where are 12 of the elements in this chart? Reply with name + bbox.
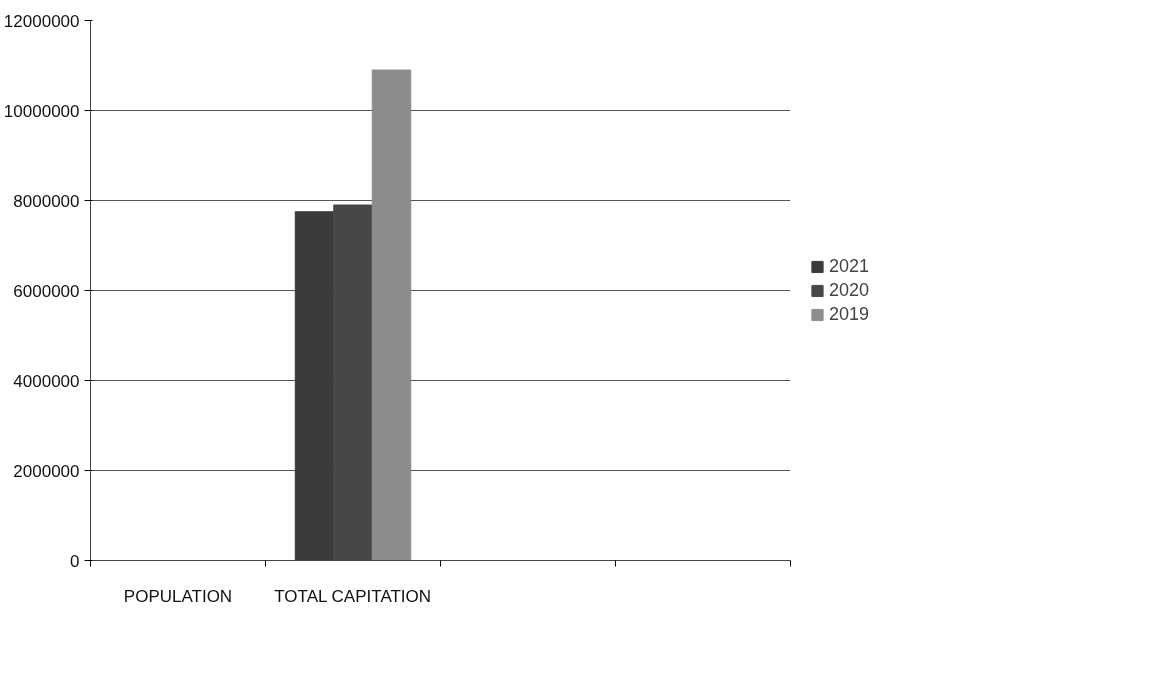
legend-label: 2020 — [829, 279, 870, 301]
y-tick-label: 10000000 — [3, 101, 80, 121]
y-tick-label: 2000000 — [13, 461, 80, 481]
y-tick-label: 8000000 — [13, 191, 80, 211]
legend-label: 2019 — [829, 303, 870, 325]
legend-label: 2021 — [829, 255, 870, 277]
y-tick-label: 0 — [70, 551, 80, 571]
y-tick-label: 4000000 — [13, 371, 80, 391]
x-tick-label: TOTAL CAPITATION — [274, 586, 432, 606]
y-tick-label: 6000000 — [13, 281, 80, 301]
x-tick-label: POPULATION — [123, 586, 233, 606]
y-tick-label: 12000000 — [3, 11, 80, 31]
